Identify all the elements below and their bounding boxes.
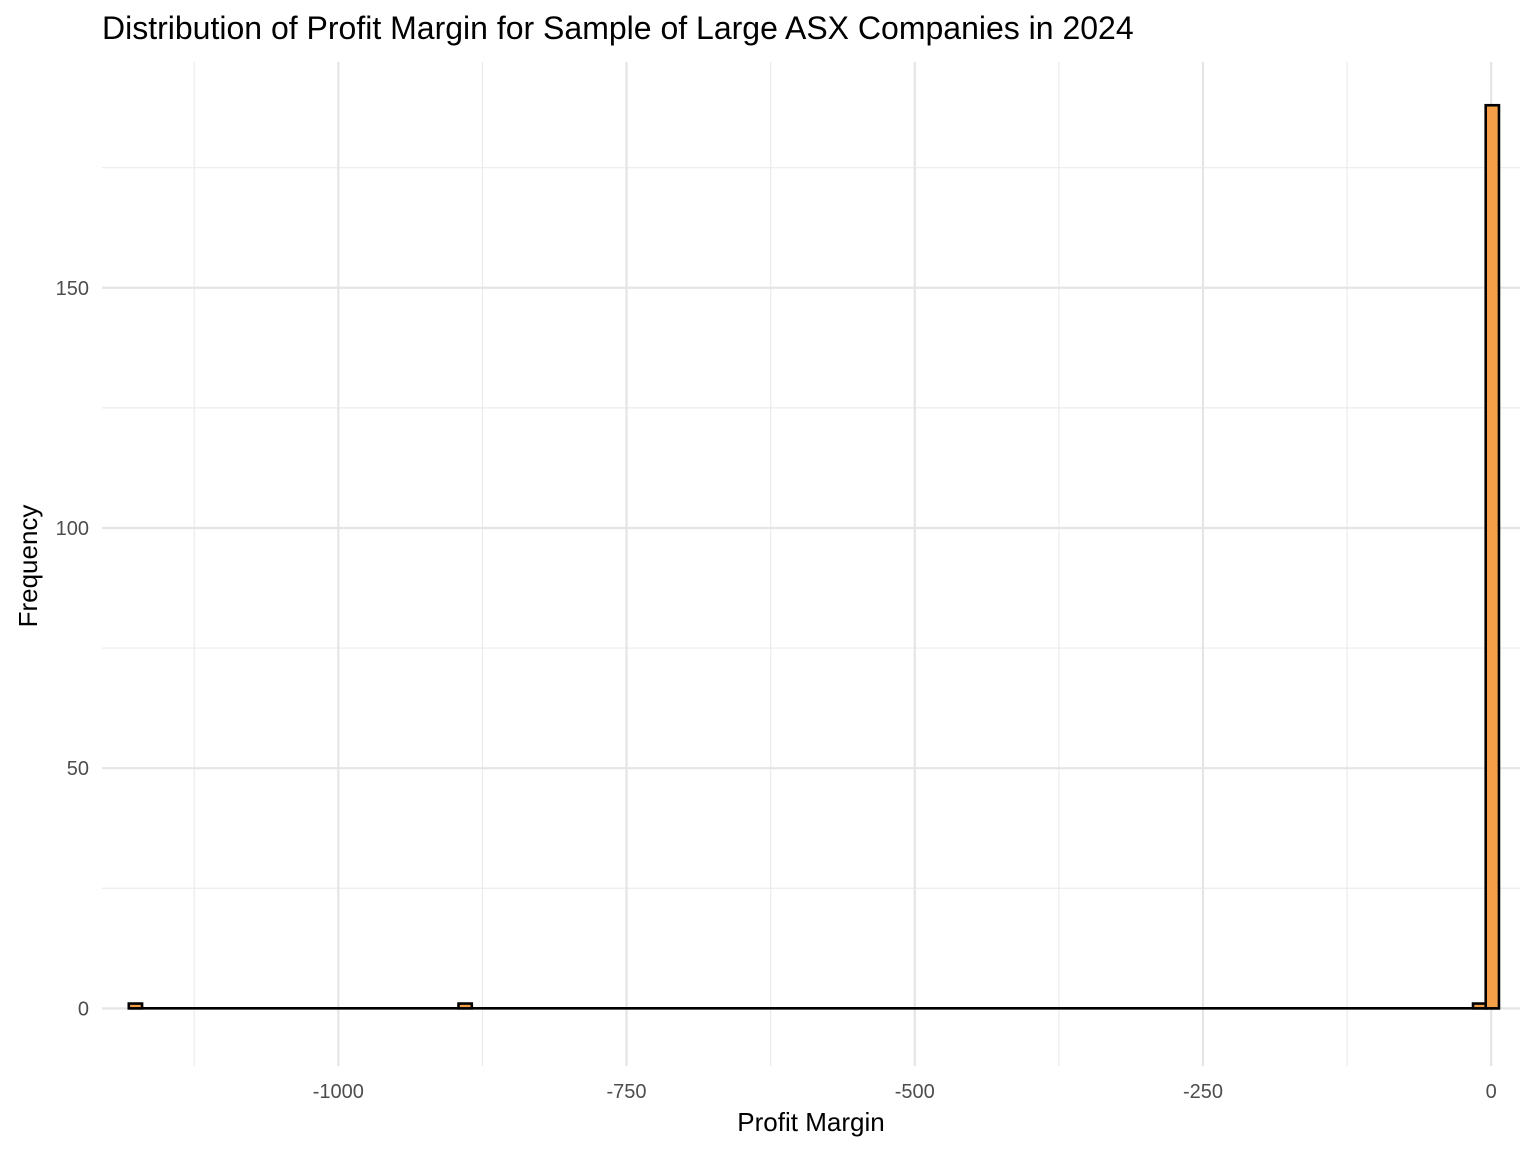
histogram-bar [127,1002,144,1010]
y-tick-label: 50 [67,758,89,780]
grid [102,62,1520,1066]
y-tick-labels: 0 50 100 150 [56,278,89,1021]
histogram-bar [1484,103,1501,1010]
x-tick-label: 0 [1486,1081,1497,1103]
histogram-bar [457,1002,474,1010]
chart-title: Distribution of Profit Margin for Sample… [102,10,1134,46]
y-tick-label: 150 [56,278,89,300]
y-tick-label: 0 [78,998,89,1020]
x-tick-label: -250 [1183,1081,1223,1103]
histogram-bar [1471,1002,1488,1010]
histogram-bars [127,103,1501,1010]
x-axis-title: Profit Margin [737,1107,884,1137]
x-tick-label: -1000 [313,1081,364,1103]
x-tick-label: -500 [895,1081,935,1103]
y-axis-title: Frequency [13,505,43,628]
y-tick-label: 100 [56,518,89,540]
x-tick-labels: -1000 -750 -500 -250 0 [313,1081,1497,1103]
x-tick-label: -750 [607,1081,647,1103]
